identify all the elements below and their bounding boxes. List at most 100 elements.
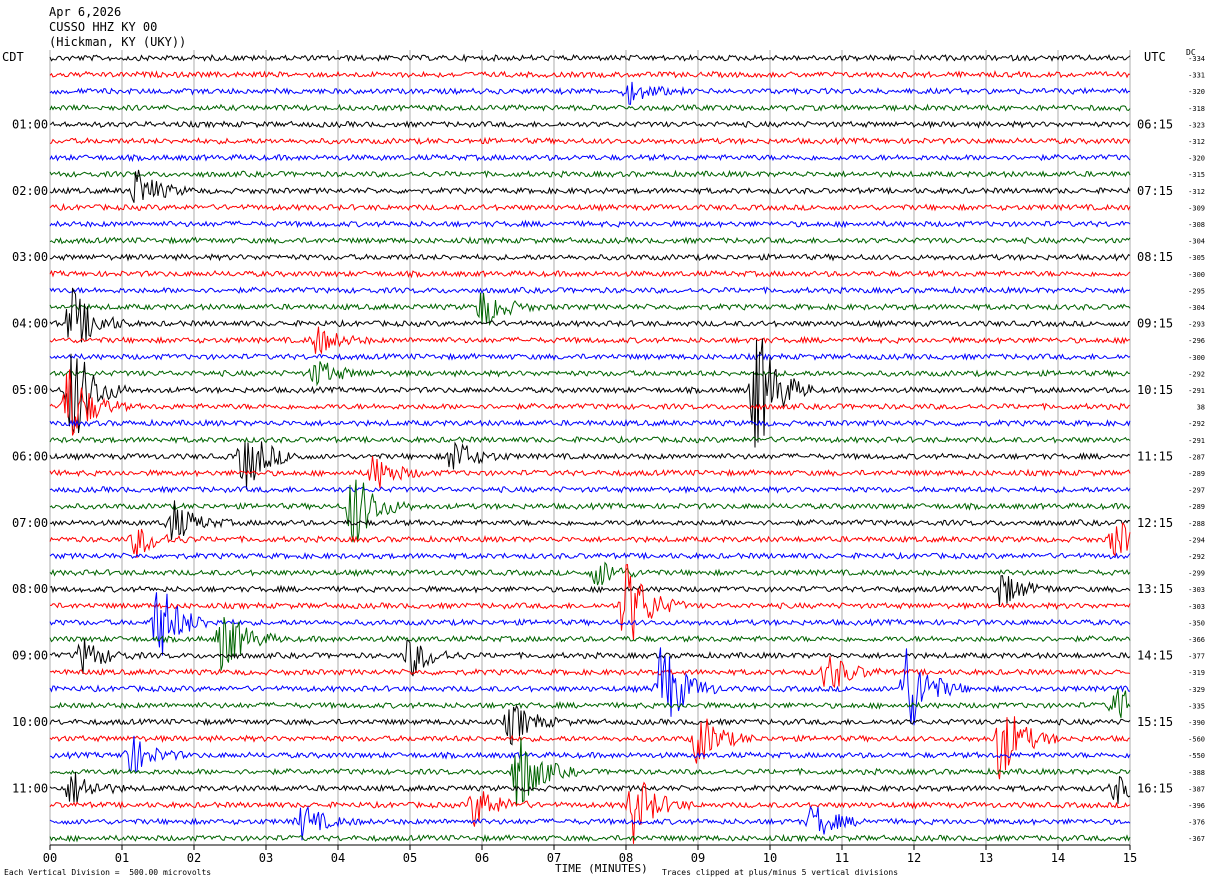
trace-row [49,352,1131,361]
trace-row [49,592,1131,656]
trace-row [49,805,1131,841]
dc-offset-label: -312 [1188,188,1205,196]
left-hour-label: 08:00 [12,582,48,596]
x-axis: 00 01 02 03 04 05 06 07 08 09 10 11 12 13 14 15 [43,844,1137,865]
trace-row [49,169,1131,179]
trace-row [49,103,1131,113]
trace-row [49,455,1131,489]
trace-row [49,292,1131,326]
dc-offset-label: -296 [1188,337,1205,345]
dc-offset-label: -291 [1188,387,1205,395]
trace-row [49,485,1131,495]
trace-row [49,617,1131,671]
trace-row [49,638,1131,677]
trace-row [49,833,1131,843]
x-tick-label: 00 [43,851,57,865]
trace-row [49,418,1131,428]
dc-offset-label: -367 [1188,835,1205,843]
x-tick-label: 07 [547,851,561,865]
trace-row [49,704,1131,746]
dc-offset-label: -287 [1188,453,1205,461]
trace-row [50,563,1131,641]
right-hour-label: 11:15 [1137,449,1173,463]
time-labels: 01:00 02:00 03:00 04:00 05:00 06:00 07:00 08:00… [12,55,1205,843]
left-hour-label: 03:00 [12,250,48,264]
dc-offset-label: -390 [1188,719,1205,727]
left-hour-label: 10:00 [12,715,48,729]
right-hour-label: 15:15 [1137,715,1173,729]
trace-row [49,81,1131,105]
location-label: (Hickman, KY (UKY)) [49,35,187,49]
trace-row [49,287,1131,343]
station-label: CUSSO HHZ KY 00 [49,20,158,34]
trace-row [49,119,1131,129]
dc-offset-label: -292 [1188,420,1205,428]
dc-offset-label: -299 [1188,570,1205,578]
dc-offset-label: -315 [1188,171,1205,179]
date-label: Apr 6,2026 [49,5,122,19]
left-hour-label: 01:00 [12,117,48,131]
dc-offset-label: -366 [1188,636,1205,644]
trace-row [49,236,1131,245]
x-tick-label: 12 [907,851,921,865]
dc-offset-label: -331 [1188,72,1205,80]
trace-row [49,202,1131,212]
scale-footer: Each Vertical Division = 500.00 microvol… [4,868,212,877]
x-tick-label: 04 [331,851,345,865]
dc-offset-label: -309 [1188,204,1205,212]
dc-offset-label: -377 [1188,653,1205,661]
x-tick-label: 06 [475,851,489,865]
trace-row [49,781,1131,844]
dc-offset-label: -292 [1188,553,1205,561]
right-hour-label: 10:15 [1137,383,1173,397]
x-tick-label: 11 [835,851,849,865]
dc-offset-label: -387 [1188,785,1205,793]
dc-offset-label: -550 [1188,752,1205,760]
trace-row [49,688,1131,719]
trace-row [49,169,1131,203]
dc-offset-label: -289 [1188,503,1205,511]
minute-grid [49,50,1131,845]
dc-offset-label: -308 [1188,221,1205,229]
left-hour-label: 02:00 [12,184,48,198]
dc-offset-label: 38 [1197,404,1205,412]
x-tick-label: 14 [1051,851,1065,865]
dc-offset-label: -291 [1188,437,1205,445]
x-tick-label: 02 [187,851,201,865]
dc-offset-label: -304 [1188,304,1205,312]
x-tick-label: 09 [691,851,705,865]
x-tick-label: 08 [619,851,633,865]
trace-row [49,522,1131,558]
right-hour-label: 09:15 [1137,317,1173,331]
right-hour-label: 06:15 [1137,117,1173,131]
left-hour-label: 06:00 [12,449,48,463]
dc-offset-label: -303 [1188,603,1205,611]
x-tick-label: 05 [403,851,417,865]
dc-offset-label: -329 [1188,686,1205,694]
dc-offset-label: -396 [1188,802,1205,810]
trace-row [49,153,1131,163]
trace-row [49,561,1131,586]
dc-offset-label: -305 [1188,254,1205,262]
dc-offset-label: -292 [1188,370,1205,378]
trace-row [49,737,1131,807]
trace-row [49,53,1131,63]
trace-row [49,716,1131,780]
left-timezone-label: CDT [2,50,24,64]
dc-offset-label: -560 [1188,736,1205,744]
trace-row [49,285,1131,295]
dc-offset-label: -319 [1188,669,1205,677]
dc-header-label: DC [1186,48,1196,57]
trace-row [49,269,1131,279]
trace-row [49,772,1131,804]
dc-offset-label: -300 [1188,271,1205,279]
dc-offset-label: -300 [1188,354,1205,362]
dc-offset-label: -388 [1188,769,1205,777]
dc-offset-label: -376 [1188,819,1205,827]
trace-row [49,326,1130,355]
x-tick-label: 01 [115,851,129,865]
trace-row [49,435,1131,445]
x-tick-label: 13 [979,851,993,865]
trace-rows [49,53,1131,844]
